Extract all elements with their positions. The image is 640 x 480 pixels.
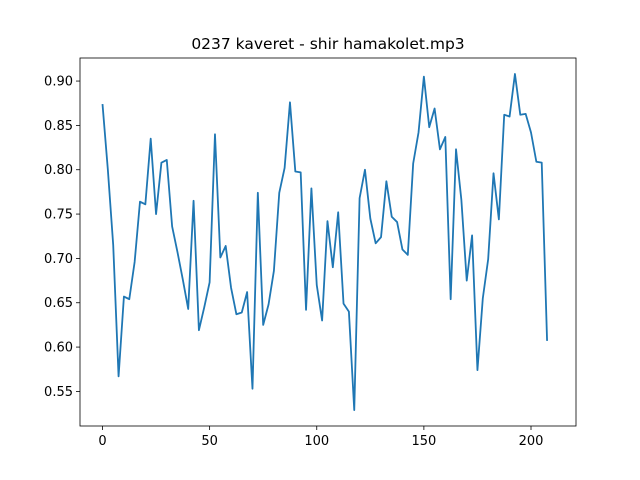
y-tick-label: 0.85 [44,119,73,134]
x-tick-label: 0 [98,434,106,449]
x-tick-label: 150 [411,434,436,449]
x-tick-label: 100 [304,434,329,449]
y-tick-label: 0.90 [44,75,73,90]
y-tick-label: 0.55 [44,385,73,400]
y-tick-label: 0.60 [44,341,73,356]
x-tick-label: 200 [519,434,544,449]
y-tick-label: 0.75 [44,208,73,223]
y-tick-label: 0.80 [44,163,73,178]
x-tick-label: 50 [201,434,218,449]
y-tick-label: 0.65 [44,296,73,311]
data-line [101,73,548,411]
axes-frame [79,57,577,427]
y-tick-label: 0.70 [44,252,73,267]
chart-title: 0237 kaveret - shir hamakolet.mp3 [191,35,464,53]
